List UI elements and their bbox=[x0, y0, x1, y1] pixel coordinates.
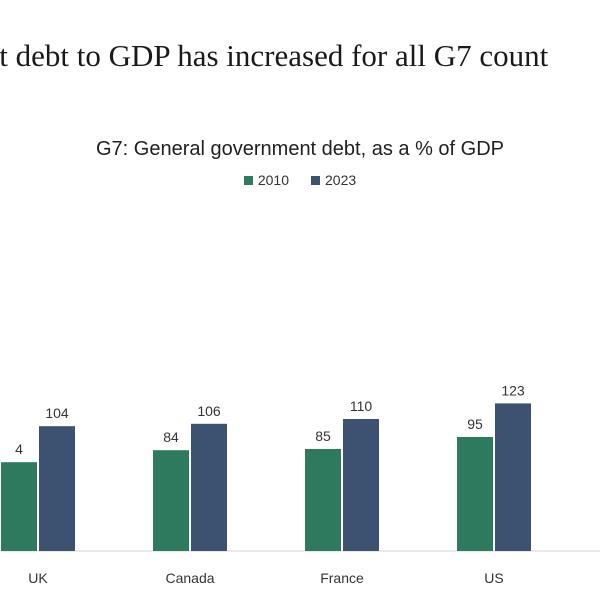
data-label-2010-canada: 84 bbox=[163, 429, 179, 445]
x-tick-label-canada: Canada bbox=[165, 570, 214, 586]
data-label-2023-france: 110 bbox=[350, 398, 373, 414]
legend-item-2010: 2010 bbox=[243, 172, 289, 188]
data-label-2023-canada: 106 bbox=[197, 403, 221, 419]
x-tick-label-france: France bbox=[320, 570, 364, 586]
data-label-2010-us: 95 bbox=[467, 416, 483, 432]
data-label-2023-us: 123 bbox=[501, 382, 525, 398]
data-label-2010-france: 85 bbox=[315, 428, 331, 444]
bar-2023-canada bbox=[191, 423, 227, 551]
bar-2023-france bbox=[343, 419, 379, 551]
bar-2010-uk bbox=[1, 462, 37, 551]
chart-title: G7: General government debt, as a % of G… bbox=[96, 138, 504, 160]
x-tick-label-uk: UK bbox=[28, 570, 48, 586]
bar-2023-us bbox=[495, 403, 531, 551]
legend-label-2010: 2010 bbox=[257, 172, 289, 188]
data-label-2023-uk: 104 bbox=[45, 405, 69, 421]
legend-label-2023: 2023 bbox=[325, 172, 357, 188]
bar-2010-france bbox=[305, 449, 341, 551]
data-label-2010-uk: 4 bbox=[15, 441, 23, 457]
bar-2023-uk bbox=[39, 426, 75, 551]
bar-2010-us bbox=[457, 437, 493, 551]
slide-headline: ent debt to GDP has increased for all G7… bbox=[0, 38, 549, 73]
bar-2010-canada bbox=[153, 450, 189, 551]
legend-swatch-2010 bbox=[243, 175, 253, 185]
chart-legend: 2010 2023 bbox=[0, 172, 600, 188]
legend-item-2023: 2023 bbox=[311, 172, 356, 188]
x-tick-label-us: US bbox=[484, 570, 503, 586]
legend-swatch-2023 bbox=[311, 175, 320, 185]
